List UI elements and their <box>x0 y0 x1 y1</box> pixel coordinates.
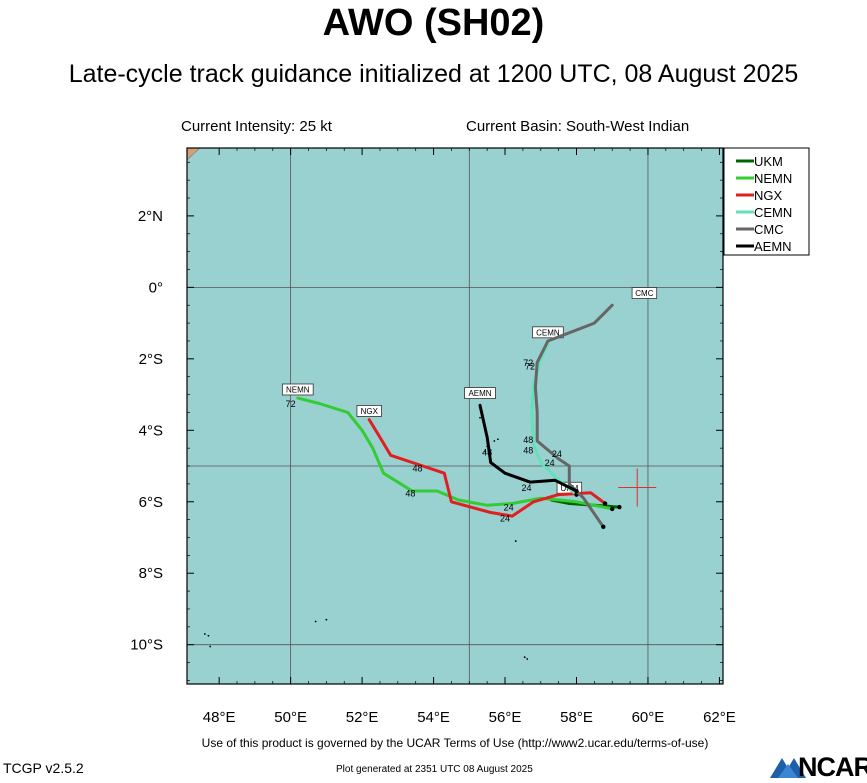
island <box>209 645 212 648</box>
forecast-hour-label: 48 <box>405 488 415 498</box>
y-tick-label: 6°S <box>139 494 163 511</box>
forecast-hour-label: 72 <box>525 362 535 372</box>
axes-layer: 48°E 50°E 52°E 54°E 56°E 58°E 60°E 62°E 2°N 0° 2°S… <box>130 147 736 726</box>
ncar-logo: NCAR <box>768 752 867 782</box>
forecast-hour-label: 24 <box>521 483 531 493</box>
track-label: NGX <box>361 407 379 416</box>
forecast-hour-label: 24 <box>504 503 514 513</box>
track-point <box>602 501 608 506</box>
island <box>526 658 529 660</box>
track-point <box>574 488 579 494</box>
legend-label: NGX <box>754 188 783 203</box>
track-point <box>601 524 606 529</box>
map-area <box>186 147 723 684</box>
track-line <box>478 403 578 493</box>
forecast-hour-label: 24 <box>500 513 510 523</box>
track-label: CMC <box>635 289 653 298</box>
current-basin: Current Basin: South-West Indian <box>466 118 690 135</box>
track-point <box>617 504 622 510</box>
island <box>496 438 499 441</box>
forecast-hour-label: 48 <box>523 435 533 445</box>
ocean-background <box>187 148 723 684</box>
ncar-logo-icon <box>770 758 806 778</box>
island <box>207 634 210 637</box>
y-tick-label: 0° <box>149 279 163 296</box>
page-title: AWO (SH02) <box>322 2 545 44</box>
terms-of-use: Use of this product is governed by the U… <box>201 736 709 750</box>
track-line <box>296 396 614 511</box>
track-label: AEMN <box>468 389 491 398</box>
forecast-hour-label: 24 <box>545 458 555 468</box>
legend-label: UKM <box>754 154 783 169</box>
track-label-box <box>464 387 496 399</box>
legend-label: CMC <box>754 222 784 237</box>
track-ngx: 24 48 NGX <box>356 405 608 523</box>
legend-label: CEMN <box>754 205 792 220</box>
y-tick-label: 2°N <box>138 208 163 225</box>
track-cemn: 24 48 72 CEMN <box>523 326 579 497</box>
tracks-layer: UKM244872NEMN2448NGX244872CEMN244872CMC2… <box>281 287 658 529</box>
page-subtitle: Late-cycle track guidance initialized at… <box>68 60 799 88</box>
forecast-hour-label: 48 <box>482 447 492 457</box>
track-line <box>530 343 578 497</box>
y-tick-label: 2°S <box>139 351 163 368</box>
track-line <box>550 498 621 509</box>
x-tick-label: 62°E <box>703 709 736 726</box>
track-label-box <box>631 287 658 299</box>
track-cmc: 24 48 72 CMC <box>523 287 658 529</box>
x-tick-label: 48°E <box>203 709 236 726</box>
forecast-hour-label: 72 <box>286 399 296 409</box>
x-tick-label: 56°E <box>489 709 522 726</box>
legend-label: NEMN <box>754 171 792 186</box>
x-tick-label: 50°E <box>274 709 307 726</box>
island <box>314 620 317 623</box>
island <box>523 656 526 659</box>
legend-label: AEMN <box>754 239 792 254</box>
forecast-hour-label: 72 <box>523 358 533 368</box>
island <box>514 540 517 542</box>
island <box>325 618 328 621</box>
generated-timestamp: Plot generated at 2351 UTC 08 August 202… <box>336 764 533 775</box>
track-label: NEMN <box>286 385 310 394</box>
x-tick-label: 60°E <box>632 709 665 726</box>
ncar-logo-text: NCAR <box>798 752 867 782</box>
forecast-hour-label: 48 <box>412 463 422 473</box>
x-tick-label: 54°E <box>417 709 450 726</box>
track-label-box <box>356 405 382 417</box>
legend: UKM NEMN NGX CEMN CMC AEMN <box>723 147 810 256</box>
track-point <box>610 506 615 512</box>
track-line <box>367 418 607 518</box>
forecast-hour-label: 24 <box>552 449 562 459</box>
island <box>493 440 496 442</box>
x-tick-label: 52°E <box>346 709 379 726</box>
track-line <box>533 303 614 529</box>
track-label: CEMN <box>536 328 560 337</box>
y-tick-label: 4°S <box>139 422 163 439</box>
x-tick-label: 58°E <box>560 709 593 726</box>
legend-box <box>723 147 810 256</box>
track-label-box <box>532 326 564 339</box>
y-tick-label: 8°S <box>139 565 163 582</box>
island <box>479 416 481 419</box>
map-frame <box>186 147 724 685</box>
track-aemn: 24 48 AEMN <box>464 387 579 494</box>
track-label-box <box>281 383 314 396</box>
island <box>484 450 487 453</box>
island <box>203 633 206 635</box>
version-label: TCGP v2.5.2 <box>3 760 84 776</box>
current-intensity: Current Intensity: 25 kt <box>181 118 332 135</box>
y-tick-label: 10°S <box>130 637 163 654</box>
track-nemn: 24 48 72 NEMN <box>281 383 615 513</box>
forecast-hour-label: 48 <box>523 446 533 456</box>
